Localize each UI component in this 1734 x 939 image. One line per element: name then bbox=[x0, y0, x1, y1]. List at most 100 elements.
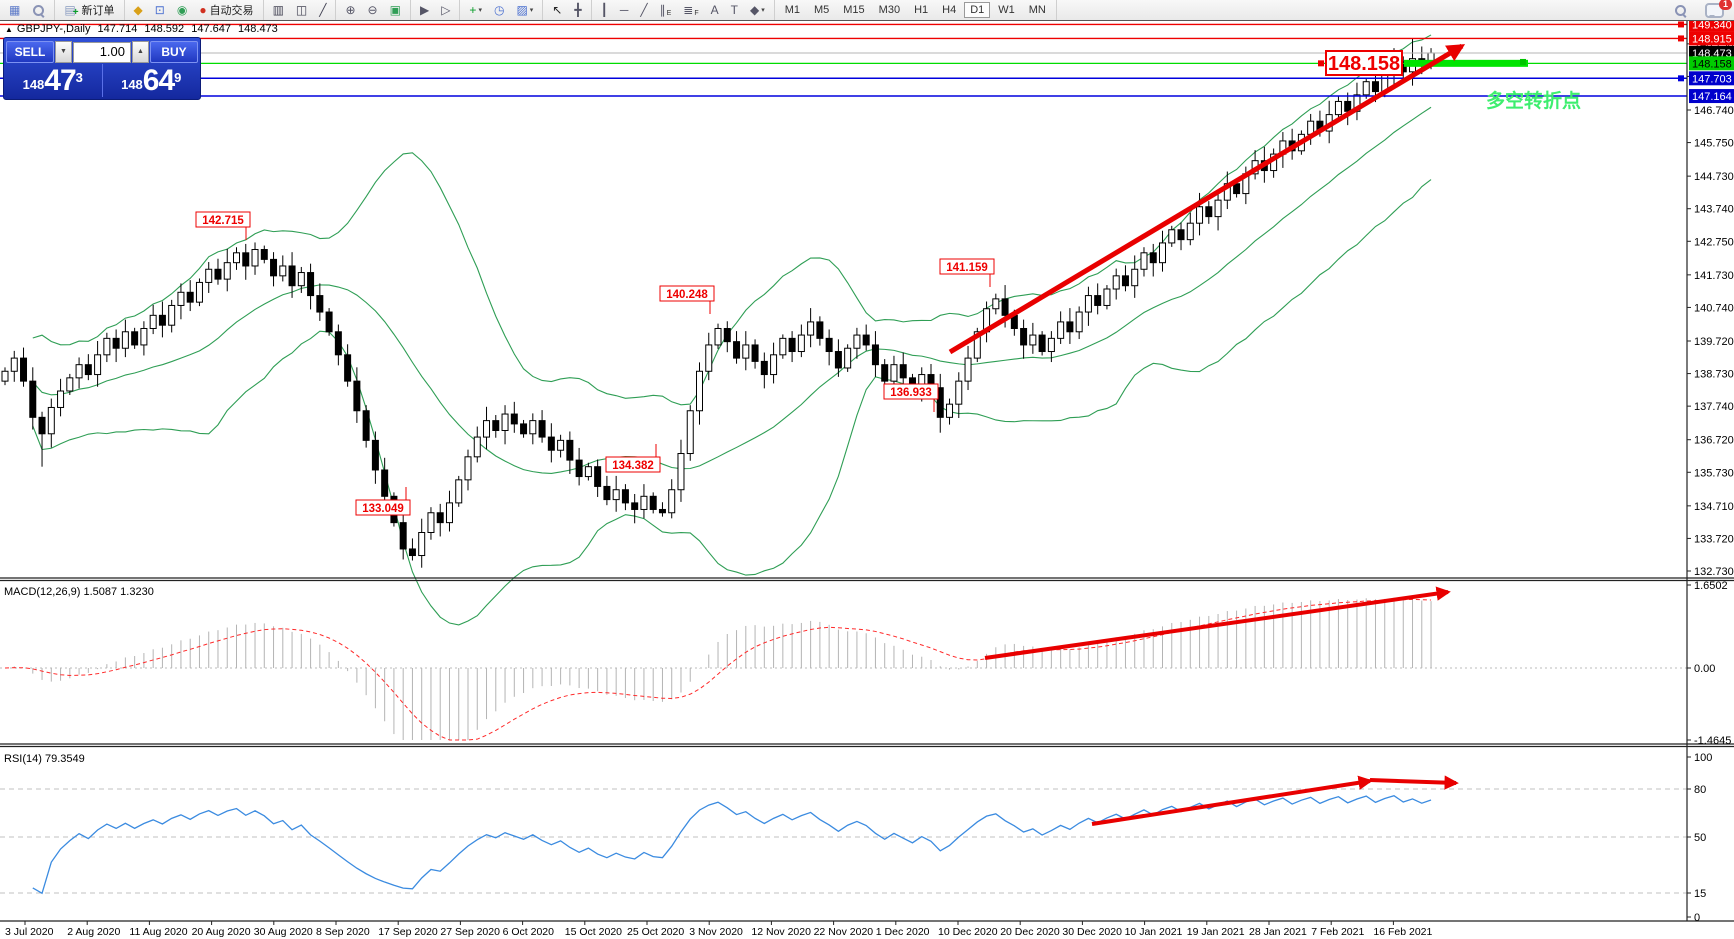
window-marker-icon: ▲ bbox=[5, 25, 13, 34]
zoom-out-icon: ⊖ bbox=[367, 3, 378, 17]
chevron-down-icon: ▾ bbox=[529, 7, 534, 14]
chart-styler-button[interactable]: ◆ bbox=[129, 2, 148, 18]
search-button[interactable] bbox=[1669, 2, 1692, 19]
timeframe-H4[interactable]: H4 bbox=[942, 4, 957, 16]
symbol-label: GBPJPY-,Daily bbox=[16, 23, 91, 35]
candlestick-chart-button[interactable]: ◫ bbox=[291, 2, 312, 18]
price-callout[interactable]: 141.159 bbox=[939, 258, 995, 287]
vertical-line-button[interactable]: ┃ bbox=[596, 2, 613, 18]
price-tick: 136.720 bbox=[1694, 435, 1734, 447]
fibonacci-button[interactable]: ≣ F bbox=[683, 3, 699, 17]
text-button[interactable]: A bbox=[706, 2, 724, 18]
volume-down-button[interactable]: ▼ bbox=[55, 41, 72, 63]
zoom-out-button[interactable]: ⊖ bbox=[363, 2, 383, 18]
shapes-button[interactable]: ◆ ▾ bbox=[745, 2, 770, 18]
chart-styler-icon: ◆ bbox=[133, 3, 143, 17]
tile-windows-button[interactable]: ▣ bbox=[385, 2, 406, 18]
object-handle[interactable] bbox=[1678, 21, 1684, 28]
periods-button[interactable]: ◷ bbox=[489, 2, 509, 18]
breakout-price-label[interactable]: 148.158 bbox=[1325, 50, 1403, 76]
volume-up-button[interactable]: ▲ bbox=[132, 41, 149, 63]
indicators-button[interactable]: + ▾ bbox=[464, 2, 487, 18]
profiles-button[interactable] bbox=[27, 2, 50, 19]
candles bbox=[1, 38, 1435, 568]
trendline-button[interactable]: ╱ bbox=[635, 2, 652, 18]
timeframe-W1[interactable]: W1 bbox=[998, 4, 1015, 16]
rsi-axis-label: 80 bbox=[1694, 784, 1706, 796]
autotrading-button[interactable]: ● 自动交易 bbox=[194, 0, 258, 20]
axis-price-label: 148.158 bbox=[1692, 58, 1732, 70]
callout-text: 133.049 bbox=[362, 503, 404, 515]
price-callout[interactable]: 136.933 bbox=[883, 383, 939, 412]
chart-window-title: ▲ GBPJPY-,Daily 147.714 148.592 147.647 1… bbox=[5, 23, 282, 35]
rsi-axis-label: 100 bbox=[1694, 752, 1712, 764]
timeframe-MN[interactable]: MN bbox=[1028, 4, 1046, 16]
breakout-zone-segment[interactable] bbox=[1404, 59, 1528, 67]
sell-button[interactable]: SELL bbox=[6, 41, 54, 63]
rsi-trend-arrow[interactable] bbox=[1091, 775, 1373, 826]
new-chart-button[interactable]: ▦ bbox=[4, 2, 25, 18]
rsi-line bbox=[32, 794, 1432, 895]
price-callout[interactable]: 134.382 bbox=[605, 444, 661, 473]
strategy-tester-button[interactable]: ◉ bbox=[172, 2, 192, 18]
date-tick: 2 Aug 2020 bbox=[67, 926, 120, 938]
step-forward-button[interactable]: ▶ bbox=[415, 2, 434, 18]
price-tick: 145.750 bbox=[1694, 138, 1734, 150]
templates-button[interactable]: ▨ ▾ bbox=[511, 2, 538, 18]
cursor-button[interactable]: ↖ bbox=[547, 2, 567, 18]
auto-scroll-button[interactable]: ▷ bbox=[436, 2, 455, 18]
toolbar-groups: ▦ ▤ + 新订单 ◆ ⊡ ◉ ● 自动交易 ▥ ◫ ╱ ⊕ ⊖ ▣ ▶ ▷ + ▾ ◷ ▨ ▾ ↖ ╋ ┃ ─ ╱ ∥ E ≣ F A T ◆ ▾ bbox=[0, 0, 775, 20]
macd-signal-line bbox=[4, 598, 1432, 741]
text-icon: A bbox=[710, 3, 719, 17]
object-handle[interactable] bbox=[1678, 75, 1684, 82]
price-tick: 141.730 bbox=[1694, 270, 1734, 282]
buy-price[interactable]: 148 64 9 bbox=[103, 64, 201, 97]
axis-price-label: 148.915 bbox=[1692, 33, 1732, 45]
bar-chart-button[interactable]: ▥ bbox=[268, 2, 289, 18]
date-tick: 11 Aug 2020 bbox=[129, 926, 187, 938]
price-tick: 142.750 bbox=[1694, 236, 1734, 248]
breakout-price-text: 148.158 bbox=[1328, 53, 1400, 75]
object-handle[interactable] bbox=[1678, 35, 1684, 42]
rsi-axis-label: 0 bbox=[1694, 912, 1700, 924]
object-handle[interactable] bbox=[1520, 58, 1526, 65]
terminal-button[interactable]: ⊡ bbox=[150, 2, 170, 18]
horizontal-line-button[interactable]: ─ bbox=[615, 2, 634, 18]
zoom-in-button[interactable]: ⊕ bbox=[340, 2, 360, 18]
date-tick: 19 Jan 2021 bbox=[1187, 926, 1245, 938]
timeframe-M5[interactable]: M5 bbox=[813, 4, 830, 16]
price-callout[interactable]: 142.715 bbox=[195, 211, 251, 240]
callout-text: 140.248 bbox=[666, 289, 708, 301]
buy-button[interactable]: BUY bbox=[150, 41, 198, 63]
auto-scroll-icon: ▷ bbox=[441, 3, 451, 17]
price-trend-arrow[interactable] bbox=[948, 43, 1466, 355]
price-tick: 138.730 bbox=[1694, 369, 1734, 381]
price-tick: 133.720 bbox=[1694, 533, 1734, 545]
timeframe-H1[interactable]: H1 bbox=[914, 4, 929, 16]
ohlc-high: 148.592 bbox=[144, 23, 185, 35]
volume-input[interactable]: 1.00 bbox=[73, 41, 131, 63]
equidistant-channel-button[interactable]: ∥ E bbox=[659, 3, 672, 17]
timeframe-M30[interactable]: M30 bbox=[878, 4, 901, 16]
price-callout[interactable]: 140.248 bbox=[659, 285, 715, 314]
text-label-button[interactable]: T bbox=[726, 2, 743, 18]
rsi-flat-arrow[interactable] bbox=[1369, 775, 1459, 790]
new-order-icon: ▤ bbox=[64, 3, 76, 17]
line-chart-button[interactable]: ╱ bbox=[314, 2, 331, 18]
sell-price[interactable]: 148 47 3 bbox=[4, 64, 103, 97]
date-tick: 20 Aug 2020 bbox=[192, 926, 251, 938]
price-callout[interactable]: 133.049 bbox=[355, 487, 411, 516]
crosshair-button[interactable]: ╋ bbox=[569, 2, 586, 18]
turning-point-note[interactable]: 多空转折点 bbox=[1486, 89, 1581, 112]
object-handle[interactable] bbox=[1318, 60, 1324, 67]
notifications-button[interactable]: 1 bbox=[1700, 0, 1732, 20]
price-tick: 134.710 bbox=[1694, 501, 1734, 513]
timeframe-M1[interactable]: M1 bbox=[784, 4, 800, 16]
macd-trend-arrow[interactable] bbox=[984, 586, 1451, 660]
sell-price-point: 3 bbox=[75, 70, 83, 85]
timeframe-M15[interactable]: M15 bbox=[843, 4, 865, 16]
new-order-button[interactable]: ▤ + 新订单 bbox=[64, 3, 115, 18]
timeframe-D1[interactable]: D1 bbox=[964, 2, 991, 18]
horizontal-line-icon: ─ bbox=[619, 3, 629, 17]
